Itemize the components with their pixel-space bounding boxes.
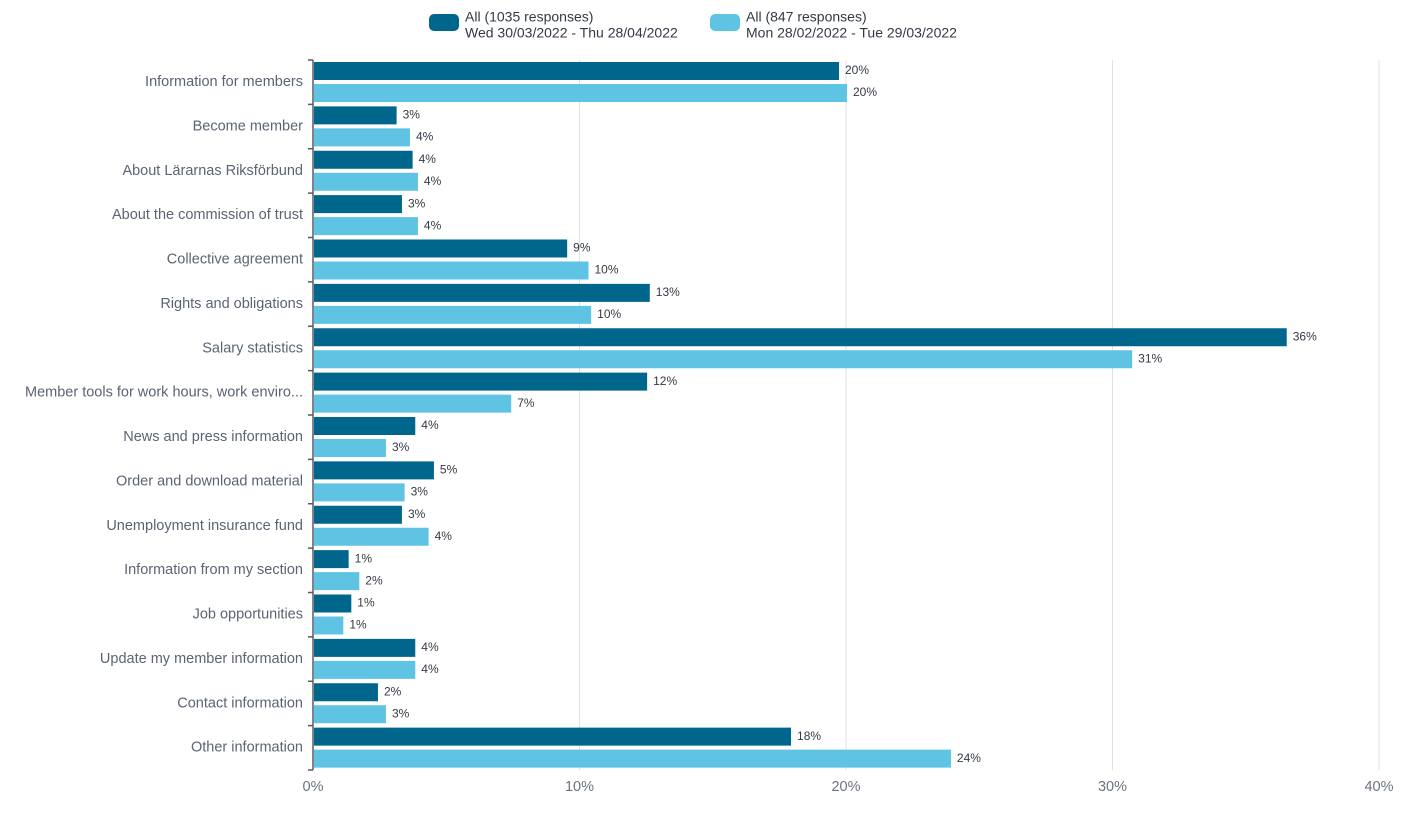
bar — [314, 84, 847, 102]
data-label: 10% — [597, 307, 621, 321]
data-label: 4% — [416, 130, 434, 144]
data-label: 3% — [408, 507, 426, 521]
bar — [314, 372, 648, 391]
bar — [314, 527, 429, 546]
grid — [579, 60, 1380, 770]
bar — [314, 283, 650, 302]
data-label: 10% — [594, 263, 618, 277]
bar — [314, 239, 568, 258]
bar — [314, 62, 840, 80]
bar — [314, 195, 402, 214]
data-label: 4% — [419, 152, 437, 166]
data-label: 4% — [424, 174, 442, 188]
legend-date-range: Mon 28/02/2022 - Tue 29/03/2022 — [746, 25, 957, 41]
bar — [314, 727, 792, 746]
bar — [314, 638, 416, 657]
bar — [314, 749, 951, 768]
x-tick-label: 0% — [303, 779, 324, 795]
data-label: 20% — [853, 85, 877, 99]
data-label: 24% — [957, 751, 981, 765]
bar — [314, 616, 344, 635]
bar — [314, 328, 1287, 347]
category-label: Contact information — [177, 695, 303, 711]
bar — [314, 483, 405, 502]
data-label: 4% — [421, 662, 439, 676]
category-label: Rights and obligations — [160, 296, 303, 312]
axes: Information for members Become member Abou… — [25, 59, 1394, 795]
data-label: 4% — [424, 218, 442, 232]
category-label: Salary statistics — [202, 340, 303, 356]
bar — [314, 705, 386, 724]
bar — [314, 305, 592, 324]
category-label: Become member — [193, 118, 304, 134]
bar — [314, 461, 434, 480]
data-label: 2% — [384, 684, 402, 698]
bar — [314, 572, 360, 591]
category-label: About the commission of trust — [112, 207, 303, 223]
bar — [314, 594, 352, 613]
bar — [314, 172, 418, 191]
data-label: 7% — [517, 396, 535, 410]
legend: All (1035 responses)Wed 30/03/2022 - Thu… — [429, 9, 957, 41]
data-label: 9% — [573, 241, 591, 255]
category-label: Job opportunities — [193, 607, 303, 623]
bar — [314, 439, 386, 457]
legend-label: All (847 responses) — [746, 9, 867, 25]
legend-date-range: Wed 30/03/2022 - Thu 28/04/2022 — [465, 25, 678, 41]
data-label: 1% — [355, 551, 373, 565]
x-tick-label: 30% — [1098, 779, 1127, 795]
category-label: Other information — [191, 740, 303, 756]
bar — [314, 505, 402, 524]
data-label: 13% — [656, 285, 680, 299]
data-label: 3% — [392, 706, 410, 720]
data-label: 3% — [408, 196, 426, 210]
category-label: Update my member information — [100, 651, 303, 667]
legend-item: All (847 responses)Mon 28/02/2022 - Tue … — [710, 9, 957, 41]
category-label: Information from my section — [124, 562, 303, 578]
data-label: 3% — [403, 108, 421, 122]
category-label: Order and download material — [116, 473, 303, 489]
category-label: News and press information — [123, 429, 303, 445]
category-label: Information for members — [145, 74, 303, 90]
bar — [314, 350, 1133, 369]
bar — [314, 261, 589, 280]
data-label: 18% — [797, 729, 821, 743]
data-label: 1% — [357, 596, 375, 610]
data-label: 31% — [1138, 351, 1162, 365]
x-tick-label: 10% — [565, 779, 594, 795]
data-label: 20% — [845, 63, 869, 77]
bar — [314, 128, 410, 147]
legend-swatch — [429, 14, 459, 31]
data-label: 5% — [440, 463, 458, 477]
data-label: 36% — [1293, 329, 1317, 343]
bar — [314, 150, 413, 169]
bars: 20%20%3%4%4%4%3%4%9%10%13%10%36%31%12%7%… — [314, 62, 1317, 768]
data-label: 12% — [653, 374, 677, 388]
data-label: 4% — [435, 529, 453, 543]
data-label: 3% — [392, 440, 410, 454]
data-label: 4% — [421, 640, 439, 654]
category-label: About Lärarnas Riksförbund — [122, 163, 303, 179]
legend-label: All (1035 responses) — [465, 9, 593, 25]
bar — [314, 417, 416, 435]
bar — [314, 106, 397, 125]
bar — [314, 217, 418, 236]
bar — [314, 683, 378, 702]
category-label: Collective agreement — [167, 252, 303, 268]
legend-item: All (1035 responses)Wed 30/03/2022 - Thu… — [429, 9, 678, 41]
x-tick-label: 20% — [831, 779, 860, 795]
category-label: Member tools for work hours, work enviro… — [25, 385, 303, 401]
bar — [314, 394, 512, 413]
x-tick-label: 40% — [1364, 779, 1393, 795]
data-label: 1% — [349, 618, 367, 632]
bar — [314, 660, 416, 679]
data-label: 3% — [411, 485, 429, 499]
legend-swatch — [710, 14, 740, 31]
category-label: Unemployment insurance fund — [106, 518, 303, 534]
data-label: 4% — [421, 418, 439, 432]
data-label: 2% — [365, 573, 383, 587]
bar — [314, 550, 349, 569]
